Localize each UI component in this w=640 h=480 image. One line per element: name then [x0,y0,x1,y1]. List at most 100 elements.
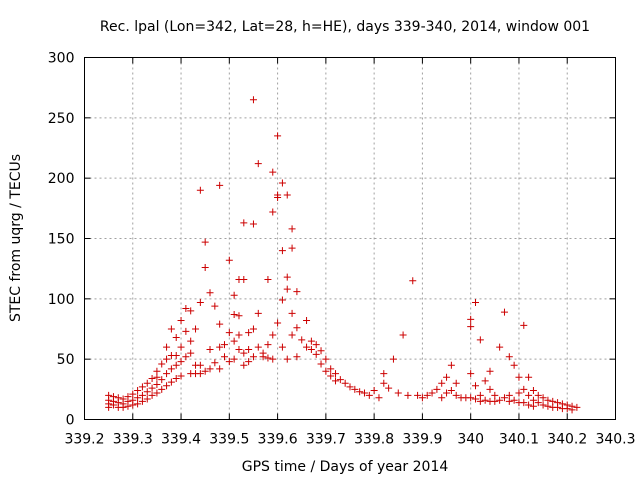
data-point [153,381,161,389]
data-point [138,397,146,405]
data-point [370,387,378,395]
data-point [573,403,581,411]
data-point [476,391,484,399]
data-point [249,325,257,333]
data-point [433,385,441,393]
data-point [167,365,175,373]
data-point [481,396,489,404]
data-point [322,367,330,375]
data-point [167,378,175,386]
data-point [196,370,204,378]
data-point [278,343,286,351]
data-point [303,343,311,351]
data-point [467,370,475,378]
data-point [394,389,402,397]
x-tick-label: 340 [457,432,484,448]
data-point [283,273,291,281]
data-point [264,354,272,362]
data-point [249,220,257,228]
x-tick-label: 339.2 [64,432,104,448]
data-point [510,396,518,404]
x-tick-label: 339.4 [161,432,201,448]
data-point [264,341,272,349]
data-point [158,376,166,384]
data-point [283,355,291,363]
data-point [177,372,185,380]
data-point [380,370,388,378]
data-point [211,359,219,367]
data-point [505,397,513,405]
data-point [534,391,542,399]
data-point [163,382,171,390]
data-point [254,343,262,351]
data-point [399,331,407,339]
y-tick-label: 250 [48,111,75,127]
data-point [216,365,224,373]
data-point [225,329,233,337]
data-point [409,277,417,285]
x-tick-label: 339.5 [209,432,249,448]
x-tick-label: 339.6 [258,432,298,448]
data-point [539,394,547,402]
data-point [539,401,547,409]
data-point [554,403,562,411]
data-point [365,391,373,399]
data-point [216,320,224,328]
data-point [143,388,151,396]
data-point [138,383,146,391]
data-point [230,355,238,363]
data-point [158,385,166,393]
data-point [172,333,180,341]
data-point [240,349,248,357]
data-point [269,331,277,339]
data-point [525,401,533,409]
data-point [172,352,180,360]
data-point [529,396,537,404]
data-point [356,388,364,396]
data-point [467,315,475,323]
data-point [274,132,282,140]
data-point [254,309,262,317]
data-point [105,403,113,411]
y-tick-label: 150 [48,232,75,248]
data-point [274,319,282,327]
data-point [182,327,190,335]
y-tick-label: 0 [66,413,75,429]
data-point [312,350,320,358]
x-tick-label: 339.3 [113,432,153,448]
x-tick-label: 340.2 [547,432,587,448]
data-point [563,405,571,413]
data-point [515,389,523,397]
data-point [148,391,156,399]
data-point [182,353,190,361]
data-point [177,343,185,351]
data-point [148,374,156,382]
data-point [211,302,219,310]
data-point [467,323,475,331]
data-point [298,336,306,344]
data-point [443,373,451,381]
data-point [486,367,494,375]
data-point [249,96,257,104]
data-point [134,394,142,402]
data-point [134,400,142,408]
data-point [177,358,185,366]
data-point [500,308,508,316]
data-point [505,353,513,361]
data-point [220,353,228,361]
data-point [129,401,137,409]
data-point [119,403,127,411]
data-point [525,373,533,381]
data-point [201,238,209,246]
data-point [225,358,233,366]
data-point [317,347,325,355]
data-point [447,387,455,395]
y-axis-title: STEC from uqrg / TECUs [8,154,24,322]
data-point [481,377,489,385]
data-point [515,373,523,381]
data-point [293,288,301,296]
data-point [196,186,204,194]
x-tick-label: 339.8 [354,432,394,448]
data-point [124,402,132,410]
data-point [414,391,422,399]
